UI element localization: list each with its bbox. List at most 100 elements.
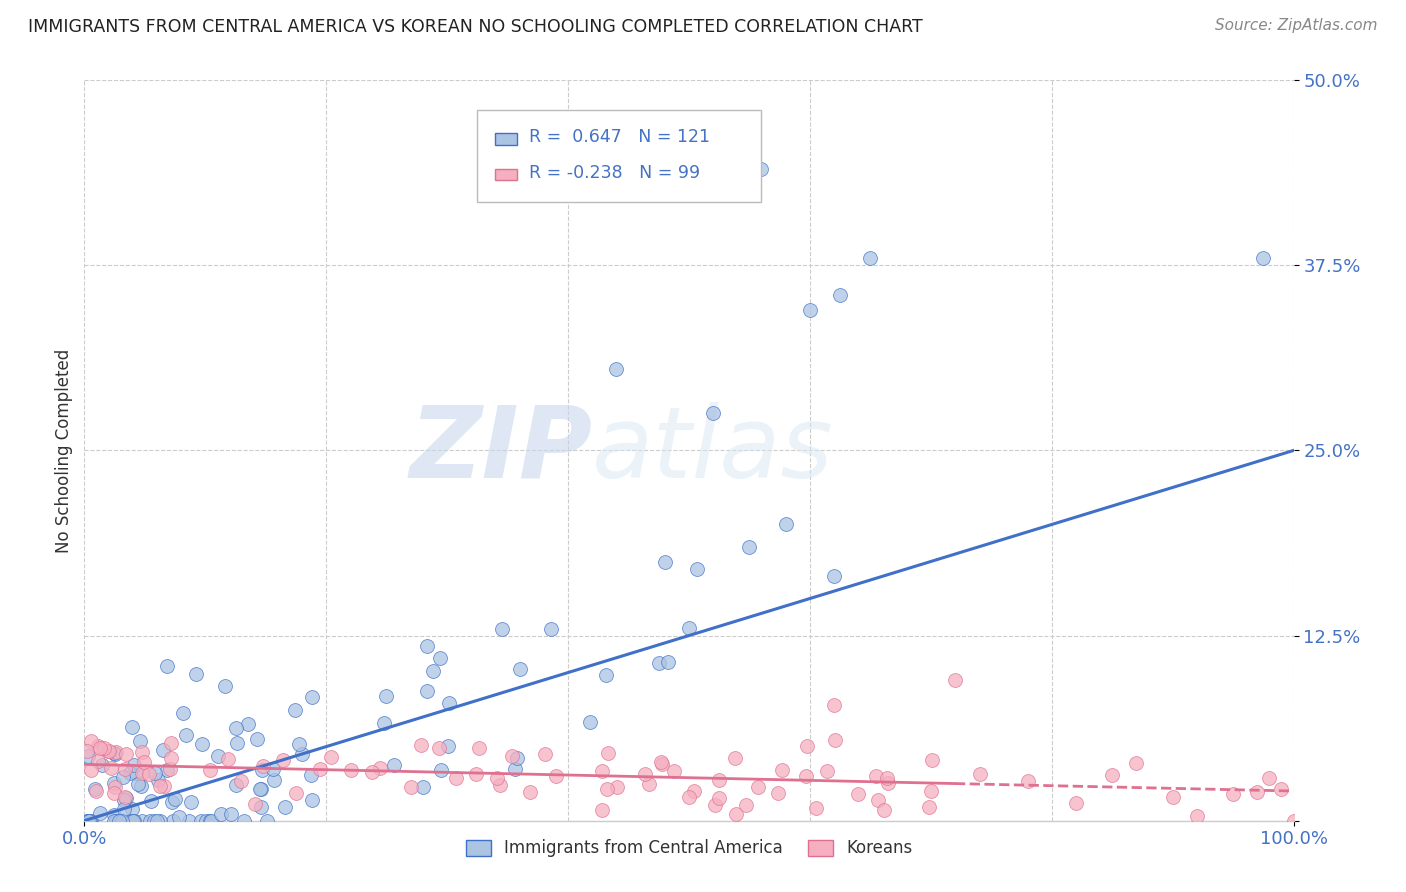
Point — [103, 775, 125, 789]
Point — [486, 771, 509, 785]
Text: atlas: atlas — [592, 402, 834, 499]
Point — [373, 716, 395, 731]
Point — [301, 793, 323, 807]
Point — [650, 756, 672, 770]
Point — [865, 769, 887, 783]
Point — [200, 763, 222, 777]
Point — [519, 785, 541, 799]
Point — [794, 769, 817, 783]
Point — [100, 761, 122, 775]
Point — [252, 759, 274, 773]
Point — [115, 791, 138, 805]
Point — [129, 734, 152, 748]
Point — [605, 362, 627, 376]
Point — [284, 703, 307, 717]
Point — [766, 786, 789, 800]
Text: IMMIGRANTS FROM CENTRAL AMERICA VS KOREAN NO SCHOOLING COMPLETED CORRELATION CHA: IMMIGRANTS FROM CENTRAL AMERICA VS KOREA… — [28, 18, 922, 36]
Point — [127, 776, 149, 790]
Point — [1246, 785, 1268, 799]
Point — [131, 814, 153, 828]
Point — [249, 781, 271, 796]
Point — [868, 793, 890, 807]
Point — [824, 733, 846, 747]
Point — [1282, 814, 1305, 828]
Point — [172, 706, 194, 720]
Point — [149, 779, 172, 793]
Point — [288, 737, 311, 751]
Point — [121, 720, 143, 734]
Point — [491, 622, 513, 636]
Point — [132, 755, 155, 769]
Point — [751, 162, 773, 177]
Point — [709, 773, 731, 788]
Point — [427, 740, 450, 755]
Point — [1270, 781, 1292, 796]
Point — [437, 697, 460, 711]
Point — [231, 774, 253, 789]
FancyBboxPatch shape — [495, 134, 517, 145]
Point — [233, 814, 256, 828]
Point — [103, 814, 125, 828]
Point — [252, 764, 274, 778]
Point — [76, 814, 98, 828]
Point — [129, 779, 152, 793]
Point — [657, 656, 679, 670]
Text: R = -0.238   N = 99: R = -0.238 N = 99 — [529, 164, 700, 182]
Point — [263, 772, 285, 787]
Point — [823, 698, 845, 713]
Point — [103, 746, 125, 760]
Point — [735, 797, 758, 812]
Point — [544, 769, 567, 783]
Point — [104, 814, 127, 828]
Point — [108, 814, 131, 828]
Point — [80, 763, 103, 777]
Point — [146, 772, 169, 787]
Point — [943, 673, 966, 687]
Point — [591, 764, 613, 778]
Point — [114, 762, 136, 776]
FancyBboxPatch shape — [478, 110, 762, 202]
Point — [654, 555, 676, 569]
Point — [416, 683, 439, 698]
Point — [285, 786, 308, 800]
Point — [103, 786, 125, 800]
Point — [489, 778, 512, 792]
Point — [846, 787, 869, 801]
Point — [146, 814, 169, 828]
Point — [651, 756, 673, 771]
Point — [595, 667, 617, 681]
Point — [217, 752, 239, 766]
Point — [98, 744, 121, 758]
Point — [501, 749, 523, 764]
Point — [361, 764, 384, 779]
Point — [815, 764, 838, 778]
Point — [87, 754, 110, 768]
Point — [114, 747, 136, 762]
Point — [112, 802, 135, 816]
Point — [226, 736, 249, 750]
Point — [374, 689, 396, 703]
Point — [274, 800, 297, 814]
Point — [156, 659, 179, 673]
Point — [506, 751, 529, 765]
Point — [84, 781, 107, 796]
Point — [79, 814, 101, 828]
Point — [920, 783, 942, 797]
Point — [1161, 790, 1184, 805]
Point — [111, 814, 134, 828]
Point — [174, 728, 197, 742]
Point — [770, 764, 793, 778]
Point — [160, 751, 183, 765]
Point — [180, 795, 202, 809]
Point — [340, 763, 363, 777]
Point — [120, 814, 142, 828]
Point — [86, 739, 108, 753]
Point — [1185, 809, 1208, 823]
Point — [79, 814, 101, 828]
Point — [90, 758, 112, 772]
Point — [131, 765, 153, 780]
Point — [104, 780, 127, 794]
Point — [236, 717, 259, 731]
Point — [256, 814, 278, 828]
Point — [301, 690, 323, 705]
